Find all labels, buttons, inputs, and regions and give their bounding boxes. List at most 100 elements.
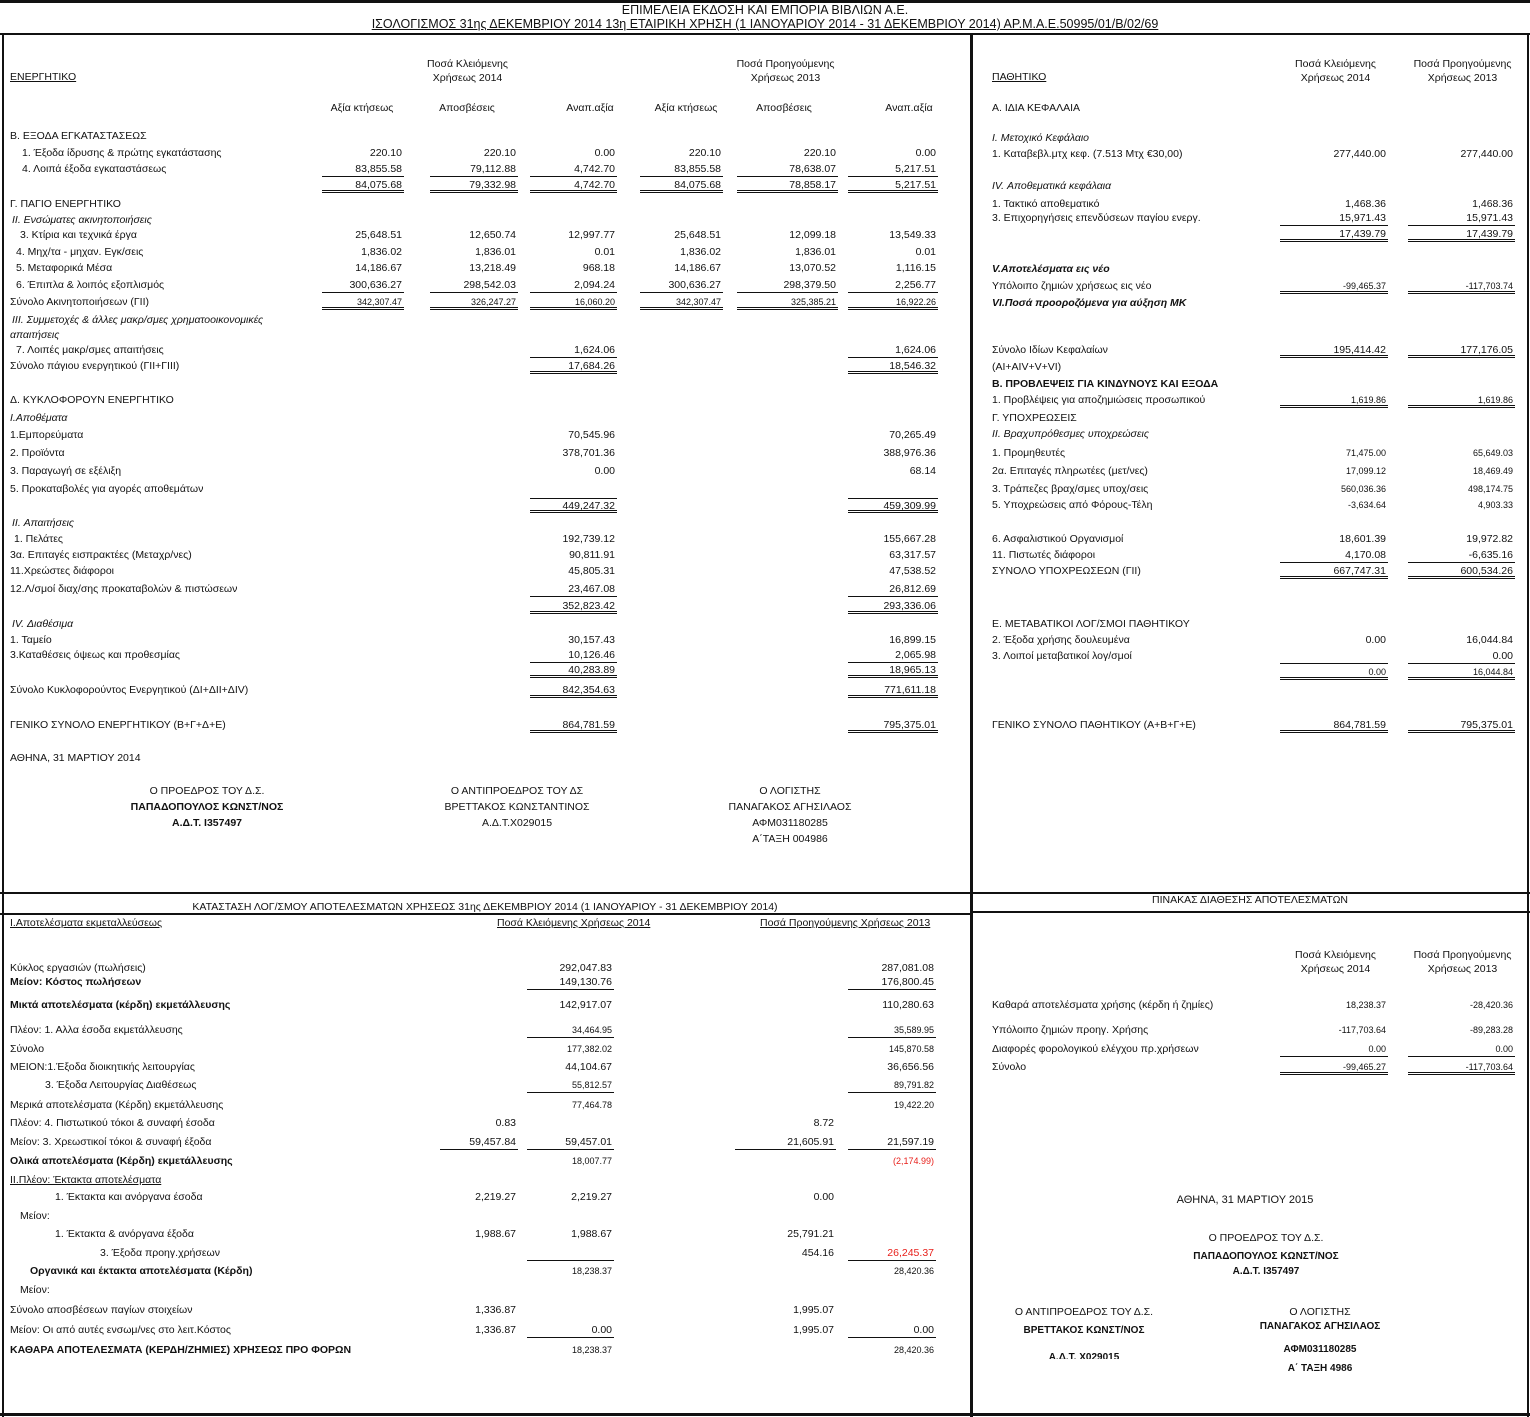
row-label: 6. Έπιπλα & λοιπός εξοπλισμός: [16, 279, 165, 291]
row-label: II.Πλέον: Έκτακτα αποτελέσματα: [10, 1174, 162, 1186]
frame-right: [1527, 33, 1529, 1417]
value-cell: 15,971.43: [1408, 211, 1515, 226]
value-cell: 2,219.27: [571, 1191, 612, 1203]
income-period-2013: Ποσά Προηγούμενης Χρήσεως 2013: [760, 917, 931, 929]
row-label: II. Απαιτήσεις: [12, 517, 75, 529]
appr-vp-name: ΒΡΕΤΤΑΚΟΣ ΚΩΝΣΤ/ΝΟΣ: [1023, 1325, 1145, 1336]
value-cell: 1,619.86: [1408, 393, 1515, 408]
liab-period-2014-line2: Χρήσεως 2014: [1300, 72, 1371, 84]
signature-name: ΠΑΝΑΓΑΚΟΣ ΑΓΗΣΙΛΑΟΣ: [728, 801, 852, 813]
row-label: Πλέον: 4. Πιστωτικού τόκοι & συναφή έσοδ…: [10, 1117, 215, 1129]
row-label: Σύνολο: [992, 1061, 1027, 1073]
row-label: 2. Έξοδα χρήσης δουλευμένα: [992, 634, 1130, 646]
value-cell: 18,238.37: [571, 1266, 612, 1276]
value-cell: 18,469.49: [1472, 466, 1513, 476]
value-cell: 177,176.05: [1408, 343, 1515, 358]
value-cell: 498,174.75: [1467, 484, 1513, 494]
value-cell: 30,157.43: [568, 634, 615, 646]
value-cell: 0.00: [848, 1323, 936, 1338]
value-cell: 78,638.07: [737, 162, 838, 177]
period-2013-header: Ποσά Προηγούμενης Χρήσεως 2013: [718, 57, 853, 85]
value-cell: 12,099.18: [789, 229, 836, 241]
value-cell: 28,420.36: [893, 1345, 934, 1355]
row-label: ΓΕΝΙΚΟ ΣΥΝΟΛΟ ΠΑΘΗΤΙΚΟΥ (Α+Β+Γ+Ε): [992, 719, 1196, 731]
value-cell: 19,972.82: [1466, 533, 1513, 545]
value-cell: 0.83: [495, 1117, 516, 1129]
value-cell: 220.10: [483, 147, 516, 159]
value-cell: 79,112.88: [430, 162, 518, 177]
column-header: Αποσβέσεις: [756, 102, 812, 114]
row-label: 2. Προϊόντα: [10, 447, 65, 459]
period-2014-header: Ποσά Κλειόμενης Χρήσεως 2014: [400, 57, 535, 85]
value-cell: 142,917.07: [559, 999, 612, 1011]
row-label: 2α. Επιταγές πληρωτέες (μετ/νες): [992, 465, 1148, 477]
appr-period-2014-line1: Ποσά Κλειόμενης: [1295, 949, 1376, 961]
value-cell: 68.14: [909, 465, 936, 477]
value-cell: 842,354.63: [530, 683, 617, 698]
signature-role: Ο ΠΡΟΕΔΡΟΣ ΤΟΥ Δ.Σ.: [149, 785, 265, 797]
value-cell: -117,703.64: [1338, 1025, 1386, 1035]
value-cell: 149,130.76: [527, 975, 614, 990]
row-label: 1. Καταβεβλ.μτχ κεφ. (7.513 Μτχ €30,00): [992, 148, 1183, 160]
value-cell: 90,811.91: [569, 549, 615, 561]
value-cell: 0.00: [915, 147, 936, 159]
value-cell: 298,379.50: [737, 278, 838, 293]
row-label: Σύνολο Ιδίων Κεφαλαίων: [992, 344, 1108, 356]
appr-period-2014-line2: Χρήσεως 2014: [1300, 963, 1371, 975]
value-cell: 667,747.31: [1280, 564, 1388, 579]
value-cell: 4,170.08: [1280, 548, 1388, 563]
value-cell: 16,922.26: [848, 295, 938, 310]
value-cell: 59,457.84: [440, 1135, 518, 1150]
appr-accountant-id: ΑΦΜ031180285: [1283, 1344, 1357, 1355]
value-cell: -6,635.16: [1408, 548, 1515, 563]
row-label: 3. Επιχορηγήσεις επενδύσεων παγίου ενεργ…: [992, 212, 1201, 224]
value-cell: 21,605.91: [735, 1135, 836, 1150]
row-label: 1. Πελάτες: [14, 533, 63, 545]
value-cell: 220.10: [369, 147, 402, 159]
appr-period-2013-line1: Ποσά Προηγούμενης: [1413, 949, 1512, 961]
value-cell: 19,422.20: [893, 1100, 934, 1110]
frame-left: [2, 33, 4, 1417]
period-2014-line2: Χρήσεως 2014: [432, 72, 503, 84]
value-cell: 0.00: [527, 1323, 614, 1338]
value-cell: 388,976.36: [883, 447, 936, 459]
row-label: 1. Προβλέψεις για αποζημιώσεις προσωπικο…: [992, 394, 1206, 406]
value-cell: 12,650.74: [469, 229, 516, 241]
value-cell: 2,219.27: [475, 1191, 516, 1203]
row-label: 12.Λ/σμοί διαχ/σης προκαταβολών & πιστώσ…: [10, 583, 238, 595]
row-label: ΚΑΘΑΡΑ ΑΠΟΤΕΛΕΣΜΑΤΑ (ΚΕΡΔΗ/ΖΗΜΙΕΣ) ΧΡΗΣΕ…: [10, 1344, 352, 1356]
row-label: Πλέον: 1. Αλλα έσοδα εκμετάλλευσης: [10, 1024, 183, 1036]
row-label: 3. Λοιποί μεταβατικοί λογ/σμοί: [992, 650, 1132, 662]
row-label: Μείον:: [20, 1284, 50, 1296]
value-cell: 65,649.03: [1472, 448, 1513, 458]
row-label: Α. ΙΔΙΑ ΚΕΦΑΛΑΙΑ: [992, 102, 1081, 114]
row-label: Σύνολο αποσβέσεων παγίων στοιχείων: [10, 1304, 193, 1316]
value-cell: 18,601.39: [1339, 533, 1386, 545]
signature-extra: Α΄ΤΑΞΗ 004986: [752, 833, 828, 845]
value-cell: 18,965.13: [848, 663, 938, 678]
appr-accountant-role: Ο ΛΟΓΙΣΤΗΣ: [1289, 1306, 1351, 1318]
row-label: 1. Προμηθευτές: [992, 447, 1066, 459]
signature-role: Ο ΛΟΓΙΣΤΗΣ: [759, 785, 821, 797]
value-cell: 40,283.89: [530, 663, 617, 678]
liab-period-2013-header: Ποσά Προηγούμενης Χρήσεως 2013: [1395, 57, 1530, 85]
value-cell: 0.00: [594, 465, 615, 477]
value-cell: 454.16: [801, 1247, 834, 1259]
row-label: Β. ΠΡΟΒΛΕΨΕΙΣ ΓΙΑ ΚΙΝΔΥΝΟΥΣ ΚΑΙ ΕΞΟΔΑ: [992, 378, 1219, 390]
value-cell: 23,467.08: [530, 582, 617, 597]
row-label: II. Βραχυπρόθεσμες υποχρεώσεις: [992, 428, 1149, 440]
value-cell: 25,648.51: [674, 229, 721, 241]
row-label: 5. Προκαταβολές για αγορές αποθεμάτων: [10, 483, 204, 495]
appr-vp-id: Α.Δ.Τ. Χ029015: [1048, 1352, 1120, 1359]
value-cell: 300,636.27: [322, 278, 404, 293]
value-cell: 4,742.70: [530, 162, 617, 177]
value-cell: 77,464.78: [571, 1100, 612, 1110]
value-cell: (2,174.99): [892, 1156, 934, 1166]
row-label: Σύνολο Κυκλοφορούντος Ενεργητικού (ΔΙ+ΔΙ…: [10, 684, 249, 696]
appr-president-role: Ο ΠΡΟΕΔΡΟΣ ΤΟΥ Δ.Σ.: [1208, 1232, 1324, 1244]
value-cell: 1,619.86: [1280, 393, 1388, 408]
row-label: Κύκλος εργασιών (πωλήσεις): [10, 962, 146, 974]
income-section-heading: I.Αποτελέσματα εκμεταλλεύσεως: [10, 917, 163, 929]
signature-id: Α.Δ.Τ. Ι357497: [171, 817, 243, 829]
value-cell: 220.10: [803, 147, 836, 159]
